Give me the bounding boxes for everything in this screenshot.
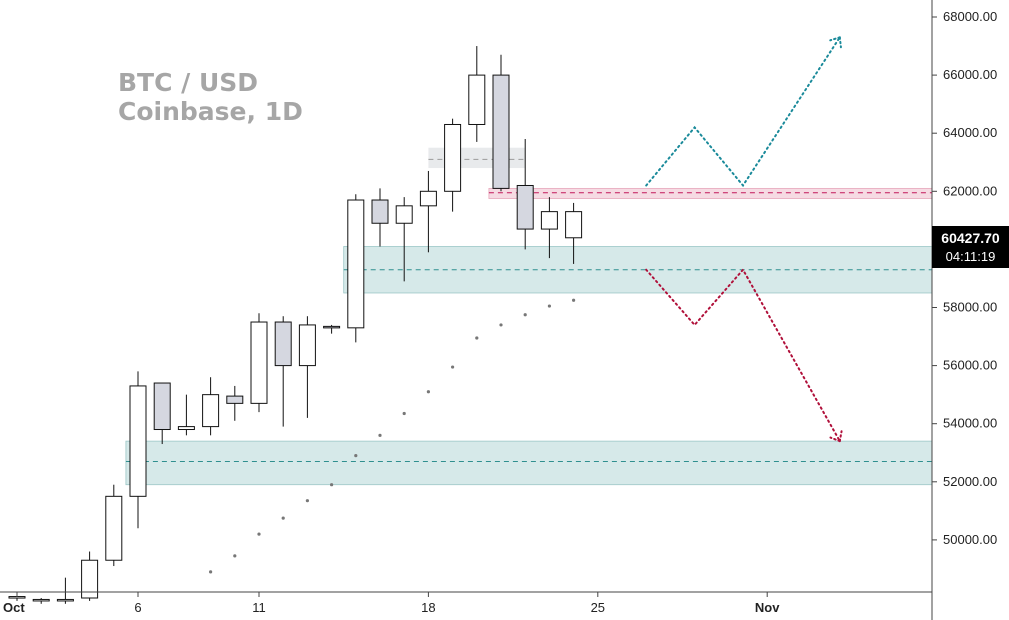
trend-dot-0 <box>209 570 213 574</box>
trend-dot-11 <box>475 336 479 340</box>
trend-dot-6 <box>354 454 358 458</box>
projection-up-path-arrowhead-1 <box>829 36 841 42</box>
resistance-band <box>488 187 933 199</box>
trend-dot-4 <box>305 499 309 503</box>
price-label-3: 62000.00 <box>943 183 997 198</box>
projection-up-path-arrowhead-0 <box>838 36 842 49</box>
trend-dot-13 <box>523 313 527 317</box>
zone-58k-60k-band <box>343 246 933 294</box>
candle-body-9 <box>226 395 244 404</box>
projection-down-path-arrowhead-0 <box>829 436 841 443</box>
trend-dot-2 <box>257 532 261 536</box>
candle-body-23 <box>565 211 583 239</box>
projection-up-path <box>645 36 841 188</box>
time-label-4: 25 <box>591 600 605 615</box>
price-label-4: 58000.00 <box>943 300 997 315</box>
projection-down-path-arrowhead-1 <box>838 430 843 443</box>
trend-dot-5 <box>330 483 334 487</box>
candle-body-12 <box>298 324 316 367</box>
candle-body-17 <box>419 190 437 207</box>
projections-layer <box>645 36 843 443</box>
dots-layer <box>209 298 576 574</box>
candle-body-10 <box>250 321 268 404</box>
candle-body-8 <box>202 394 220 428</box>
trend-dot-1 <box>233 554 237 558</box>
price-label-1: 66000.00 <box>943 67 997 82</box>
trend-dot-10 <box>451 365 455 369</box>
candle-body-7 <box>177 426 195 431</box>
candle-body-3 <box>81 559 99 599</box>
highlight-box <box>428 147 526 169</box>
candle-body-1 <box>32 598 50 602</box>
projection-down-path <box>645 268 841 443</box>
price-axis[interactable]: 68000.00 66000.00 64000.00 62000.00 58000.00… <box>932 9 997 547</box>
candles-layer <box>8 46 583 604</box>
last-price-value: 60427.70 <box>941 230 1000 246</box>
candle-body-5 <box>129 385 147 497</box>
candle-body-18 <box>444 123 462 192</box>
trend-dot-8 <box>402 411 406 416</box>
trend-dot-12 <box>499 323 503 327</box>
candle-body-11 <box>274 321 292 367</box>
trend-dot-3 <box>281 516 285 520</box>
bar-countdown: 04:11:19 <box>945 249 996 264</box>
time-axis[interactable]: Oct 6 11 18 25 Nov <box>3 592 780 615</box>
trend-dot-14 <box>547 304 552 308</box>
candle-body-13 <box>323 325 341 329</box>
price-label-2: 64000.00 <box>943 125 997 140</box>
candle-body-14 <box>347 199 365 329</box>
price-label-5: 56000.00 <box>943 358 997 373</box>
trend-dot-9 <box>426 390 430 394</box>
time-label-3: 18 <box>421 600 435 615</box>
time-label-0: Oct <box>3 600 25 615</box>
price-label-6: 54000.00 <box>943 416 997 431</box>
price-label-8: 50000.00 <box>943 532 997 547</box>
time-label-1: 6 <box>134 600 141 615</box>
candle-body-2 <box>56 598 74 602</box>
candle-body-21 <box>516 184 534 230</box>
candle-body-4 <box>105 495 123 561</box>
candle-body-6 <box>153 382 171 431</box>
trend-dot-15 <box>572 298 576 302</box>
time-label-5: Nov <box>755 600 780 615</box>
time-label-2: 11 <box>252 600 266 615</box>
last-price-label: 60427.70 04:11:19 <box>932 226 1009 268</box>
zone-52k-53k-band <box>125 440 933 486</box>
price-label-7: 52000.00 <box>943 474 997 489</box>
candle-body-22 <box>540 211 558 230</box>
trend-dot-7 <box>378 433 382 437</box>
price-label-0: 68000.00 <box>943 9 997 24</box>
candle-body-15 <box>371 199 389 224</box>
candle-body-16 <box>395 205 413 224</box>
candle-body-19 <box>468 74 486 125</box>
candle-body-20 <box>492 74 510 189</box>
